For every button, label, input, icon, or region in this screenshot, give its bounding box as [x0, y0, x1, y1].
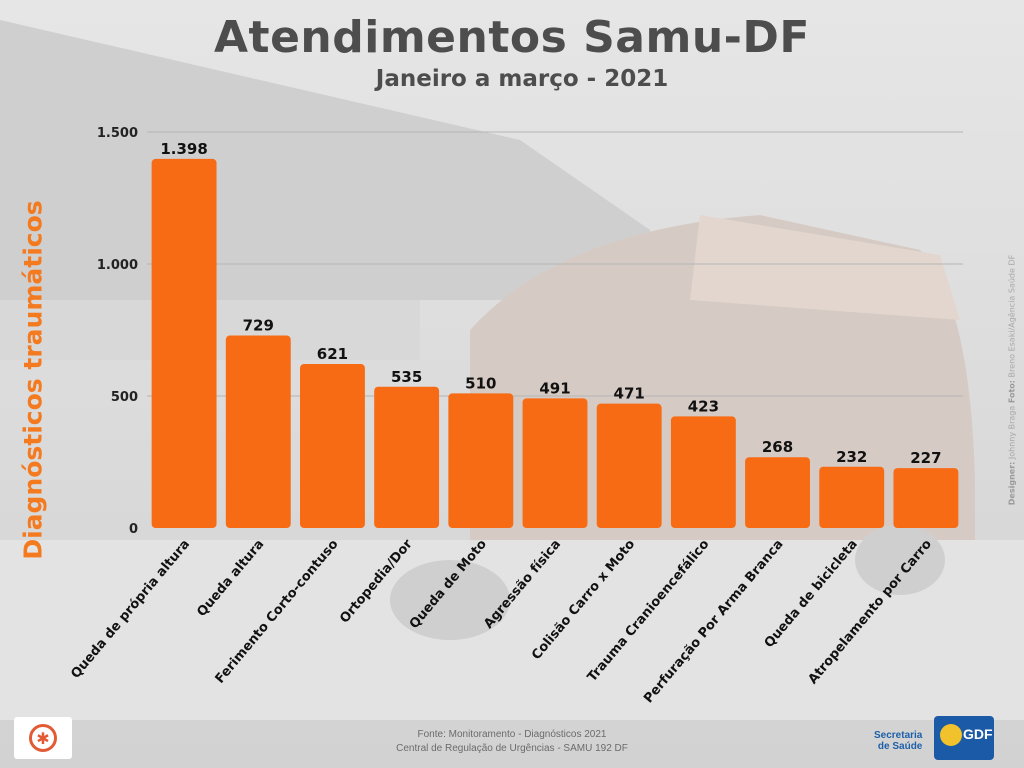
x-tick-label: Perfuração Por Arma Branca: [641, 537, 786, 706]
data-label: 232: [836, 448, 867, 466]
y-tick-label: 500: [111, 390, 138, 405]
samu-logo: ✱: [14, 717, 72, 759]
designer-label: Designer:: [1007, 461, 1017, 506]
bar: [745, 457, 810, 528]
gdf-logo-text: GDF: [963, 726, 993, 742]
x-tick-label: Atropelamento por Carro: [806, 537, 935, 687]
photo-credit: Breno Esaki/Agência Saúde DF: [1007, 254, 1017, 378]
secretaria-line-1: Secretaria: [874, 730, 923, 741]
x-tick-label: Ferimento Corto-contuso: [213, 537, 342, 687]
chart-title: Atendimentos Samu-DF: [213, 12, 810, 63]
x-tick-label: Trauma Cranioencefálico: [585, 537, 713, 685]
bar: [300, 364, 365, 528]
data-label: 1.398: [160, 140, 207, 158]
bar: [819, 466, 885, 528]
data-label: 491: [539, 379, 570, 397]
bar: [225, 335, 291, 528]
data-label: 227: [910, 449, 941, 467]
y-tick-label: 1.500: [97, 126, 138, 141]
sun-icon: [940, 724, 962, 746]
data-label: 535: [391, 368, 422, 386]
footer-line-2: Central de Regulação de Urgências - SAMU…: [396, 743, 628, 754]
x-tick-label: Ortopedia/Dor: [337, 536, 416, 626]
x-tick-label: Queda altura: [194, 537, 267, 620]
bar: [893, 468, 959, 528]
x-tick-label: Agressão física: [481, 537, 564, 632]
data-label: 268: [762, 438, 793, 456]
bar: [448, 393, 514, 528]
data-label: 510: [465, 374, 496, 392]
x-tick-label: Queda de própria altura: [68, 537, 193, 682]
chart-subtitle: Janeiro a março - 2021: [375, 66, 669, 92]
x-tick-label: Queda de Moto: [407, 537, 490, 632]
data-label: 729: [243, 317, 274, 335]
bar: [596, 403, 662, 528]
y-tick-label: 1.000: [97, 258, 138, 273]
data-label: 423: [688, 397, 719, 415]
y-tick-label: 0: [129, 522, 138, 537]
gdf-logo: GDF: [934, 716, 994, 760]
bar: [151, 158, 217, 529]
secretaria-line-2: de Saúde: [877, 741, 923, 752]
star-of-life-icon: ✱: [29, 724, 57, 752]
designer-name: Johnny Braga: [1007, 405, 1017, 460]
bar: [670, 416, 736, 528]
bar: [374, 386, 440, 528]
secretaria-saude-logo: Secretaria de Saúde: [874, 730, 922, 752]
bar: [522, 398, 588, 528]
footer-line-1: Fonte: Monitoramento - Diagnósticos 2021: [417, 729, 607, 740]
credits: Designer: Johnny Braga Foto: Breno Esaki…: [1008, 255, 1017, 505]
photo-label: Foto:: [1007, 380, 1017, 404]
data-label: 621: [317, 345, 348, 363]
data-label: 471: [614, 385, 645, 403]
footer-source: Fonte: Monitoramento - Diagnósticos 2021…: [0, 728, 1024, 756]
